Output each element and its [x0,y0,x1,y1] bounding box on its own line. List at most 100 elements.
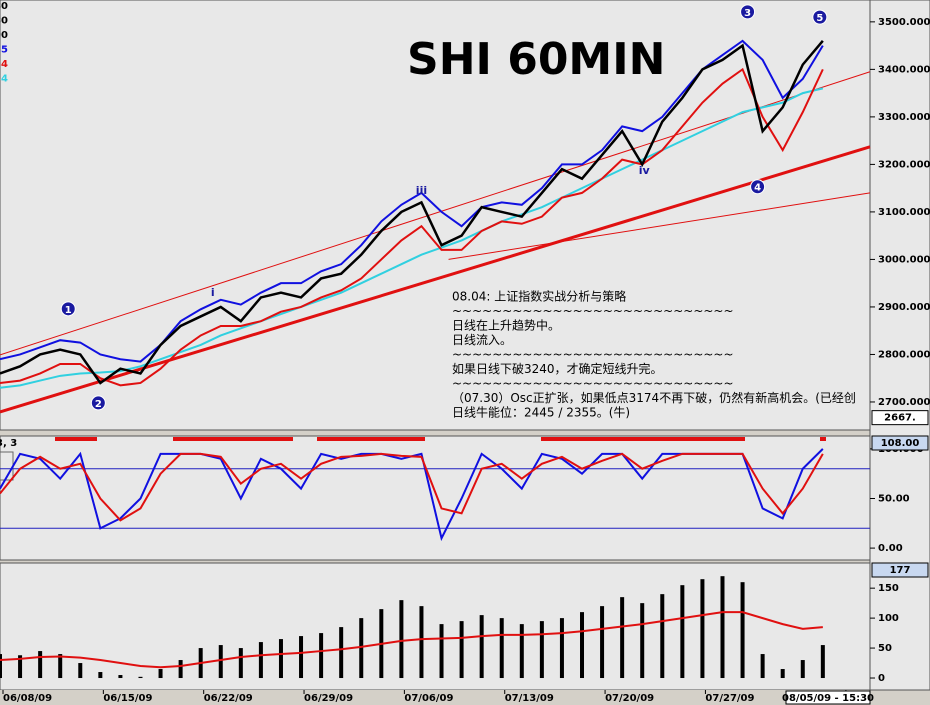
note-line: ~~~~~~~~~~~~~~~~~~~~~~~~~~~~ [452,348,734,362]
volume-bar [780,669,785,679]
wave-circle [750,179,766,195]
y-tick-label: 3100.000 [878,207,930,218]
volume-bar [700,579,705,679]
wave-circle [740,4,756,20]
trendline [448,192,871,260]
volume-bar [299,636,304,679]
value-box-label: 2667. [884,413,916,424]
left-label: 80 [0,16,8,27]
volume-bar [399,600,404,679]
y-tick-label: 2900.000 [878,302,930,313]
y-tick-label: 50.00 [878,493,910,504]
y-tick-label: 3200.000 [878,159,930,170]
volume-bar [660,594,665,679]
volume-panel [0,562,871,691]
volume-bar [138,676,143,679]
y-tick-label: 3300.000 [878,112,930,123]
volume-bar [760,654,765,679]
volume-bar [800,660,805,679]
note-line: 08.04: 上证指数实战分析与策略 [452,289,626,304]
oscillator-line [0,452,824,522]
volume-bar [78,663,83,679]
x-tick-label: 06/08/09 [3,693,52,704]
left-label: 85 [0,45,8,56]
volume-bar [98,672,103,679]
left-label: 90 [0,30,8,41]
value-box [871,435,929,451]
volume-bar [559,618,564,679]
price-line [0,67,824,387]
note-line: 日线在上升趋势中。 [452,318,560,333]
volume-bar [18,655,23,679]
volume-bar [539,621,544,679]
note-line: 日线牛能位：2445 / 2355。(牛) [452,405,630,420]
x-tick-label: 06/15/09 [103,693,152,704]
left-label: 84 [0,59,8,70]
wave-label: 5 [816,13,823,24]
volume-bar [519,624,524,679]
y-tick-label: 2700.000 [878,397,930,408]
volume-bar [0,654,2,679]
volume-bar [258,642,263,679]
volume-bar [680,585,685,679]
date-bar [0,690,930,705]
volume-bar [158,669,163,679]
oscillator-label: 3, 3 [0,438,17,449]
y-tick-label: 3400.000 [878,64,930,75]
volume-bar [640,603,645,679]
x-label-box [785,690,871,705]
y-tick-label: 100 [878,613,899,624]
value-box [871,410,929,426]
volume-bar [720,576,725,679]
note-block: 08.04: 上证指数实战分析与策略 ~~~~~~~~~~~~~~~~~~~~~~… [452,289,856,420]
y-tick-label: 3000.000 [878,254,930,265]
x-tick-label: 07/27/09 [705,693,754,704]
y-tick-label: 0 [878,673,885,684]
wave-circle [90,395,106,411]
x-tick-label: 06/22/09 [204,693,253,704]
value-box [871,562,929,578]
oscillator-panel [0,435,871,561]
signal-strips [55,437,826,441]
note-line: 如果日线下破3240，才确定短线升完。 [452,361,663,376]
volume-bar [339,627,344,679]
wave-label: i [211,286,215,299]
volume-bar [238,648,243,679]
volume-bar [178,660,183,679]
volume-bar [740,582,745,679]
wave-label: iv [639,164,651,177]
y-tick-label: 150 [878,583,899,594]
value-box-label: 108.00 [881,438,920,449]
x-tick-label: 06/29/09 [304,693,353,704]
price-line [0,40,824,385]
value-box-label: 177 [890,565,911,576]
volume-line [0,611,823,669]
volume-bar [580,612,585,679]
volume-bar [620,597,625,679]
wave-label: 3 [744,8,751,19]
volume-bar [359,618,364,679]
price-line [0,87,824,389]
note-line: （07.30）Osc正扩张，如果低点3174不再下破，仍然有新高机会。(已经创 [452,390,856,405]
price-line [0,39,824,363]
volume-bar [118,675,123,679]
chart-title: SHI 60MIN [407,34,665,85]
volume-bar [439,624,444,679]
wave-label: 2 [95,399,102,410]
volume-bar [419,606,424,679]
volume-bar [278,639,283,679]
y-tick-label: 2800.000 [878,349,930,360]
wave-label: iii [416,184,427,197]
left-label: 80 [0,1,8,12]
volume-bar [58,654,63,679]
note-line: 日线流入。 [452,333,512,347]
trendline [0,71,871,356]
note-line: ~~~~~~~~~~~~~~~~~~~~~~~~~~~~ [452,377,734,391]
x-tick-label: 07/06/09 [404,693,453,704]
x-tick-label: 07/20/09 [605,693,654,704]
y-tick-label: 3500.000 [878,17,930,28]
wave-circle [812,9,828,25]
x-tick-label: 07/13/09 [505,693,554,704]
y-tick-label: 0.00 [878,543,903,554]
